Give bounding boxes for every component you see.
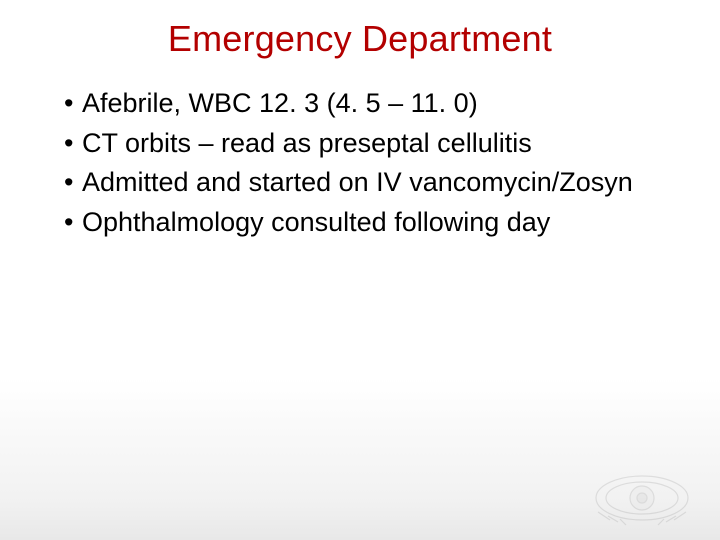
list-item: Ophthalmology consulted following day (64, 205, 680, 241)
list-item: Admitted and started on IV vancomycin/Zo… (64, 165, 680, 201)
list-item: Afebrile, WBC 12. 3 (4. 5 – 11. 0) (64, 86, 680, 122)
bullet-list: Afebrile, WBC 12. 3 (4. 5 – 11. 0) CT or… (40, 86, 680, 241)
list-item: CT orbits – read as preseptal cellulitis (64, 126, 680, 162)
bullet-text: Admitted and started on IV vancomycin/Zo… (82, 167, 633, 197)
bullet-text: Afebrile, WBC 12. 3 (4. 5 – 11. 0) (82, 88, 478, 118)
bullet-text: Ophthalmology consulted following day (82, 207, 550, 237)
slide-title: Emergency Department (40, 18, 680, 60)
eye-seal-logo-icon (592, 470, 692, 526)
bullet-text: CT orbits – read as preseptal cellulitis (82, 128, 532, 158)
slide: Emergency Department Afebrile, WBC 12. 3… (0, 0, 720, 540)
